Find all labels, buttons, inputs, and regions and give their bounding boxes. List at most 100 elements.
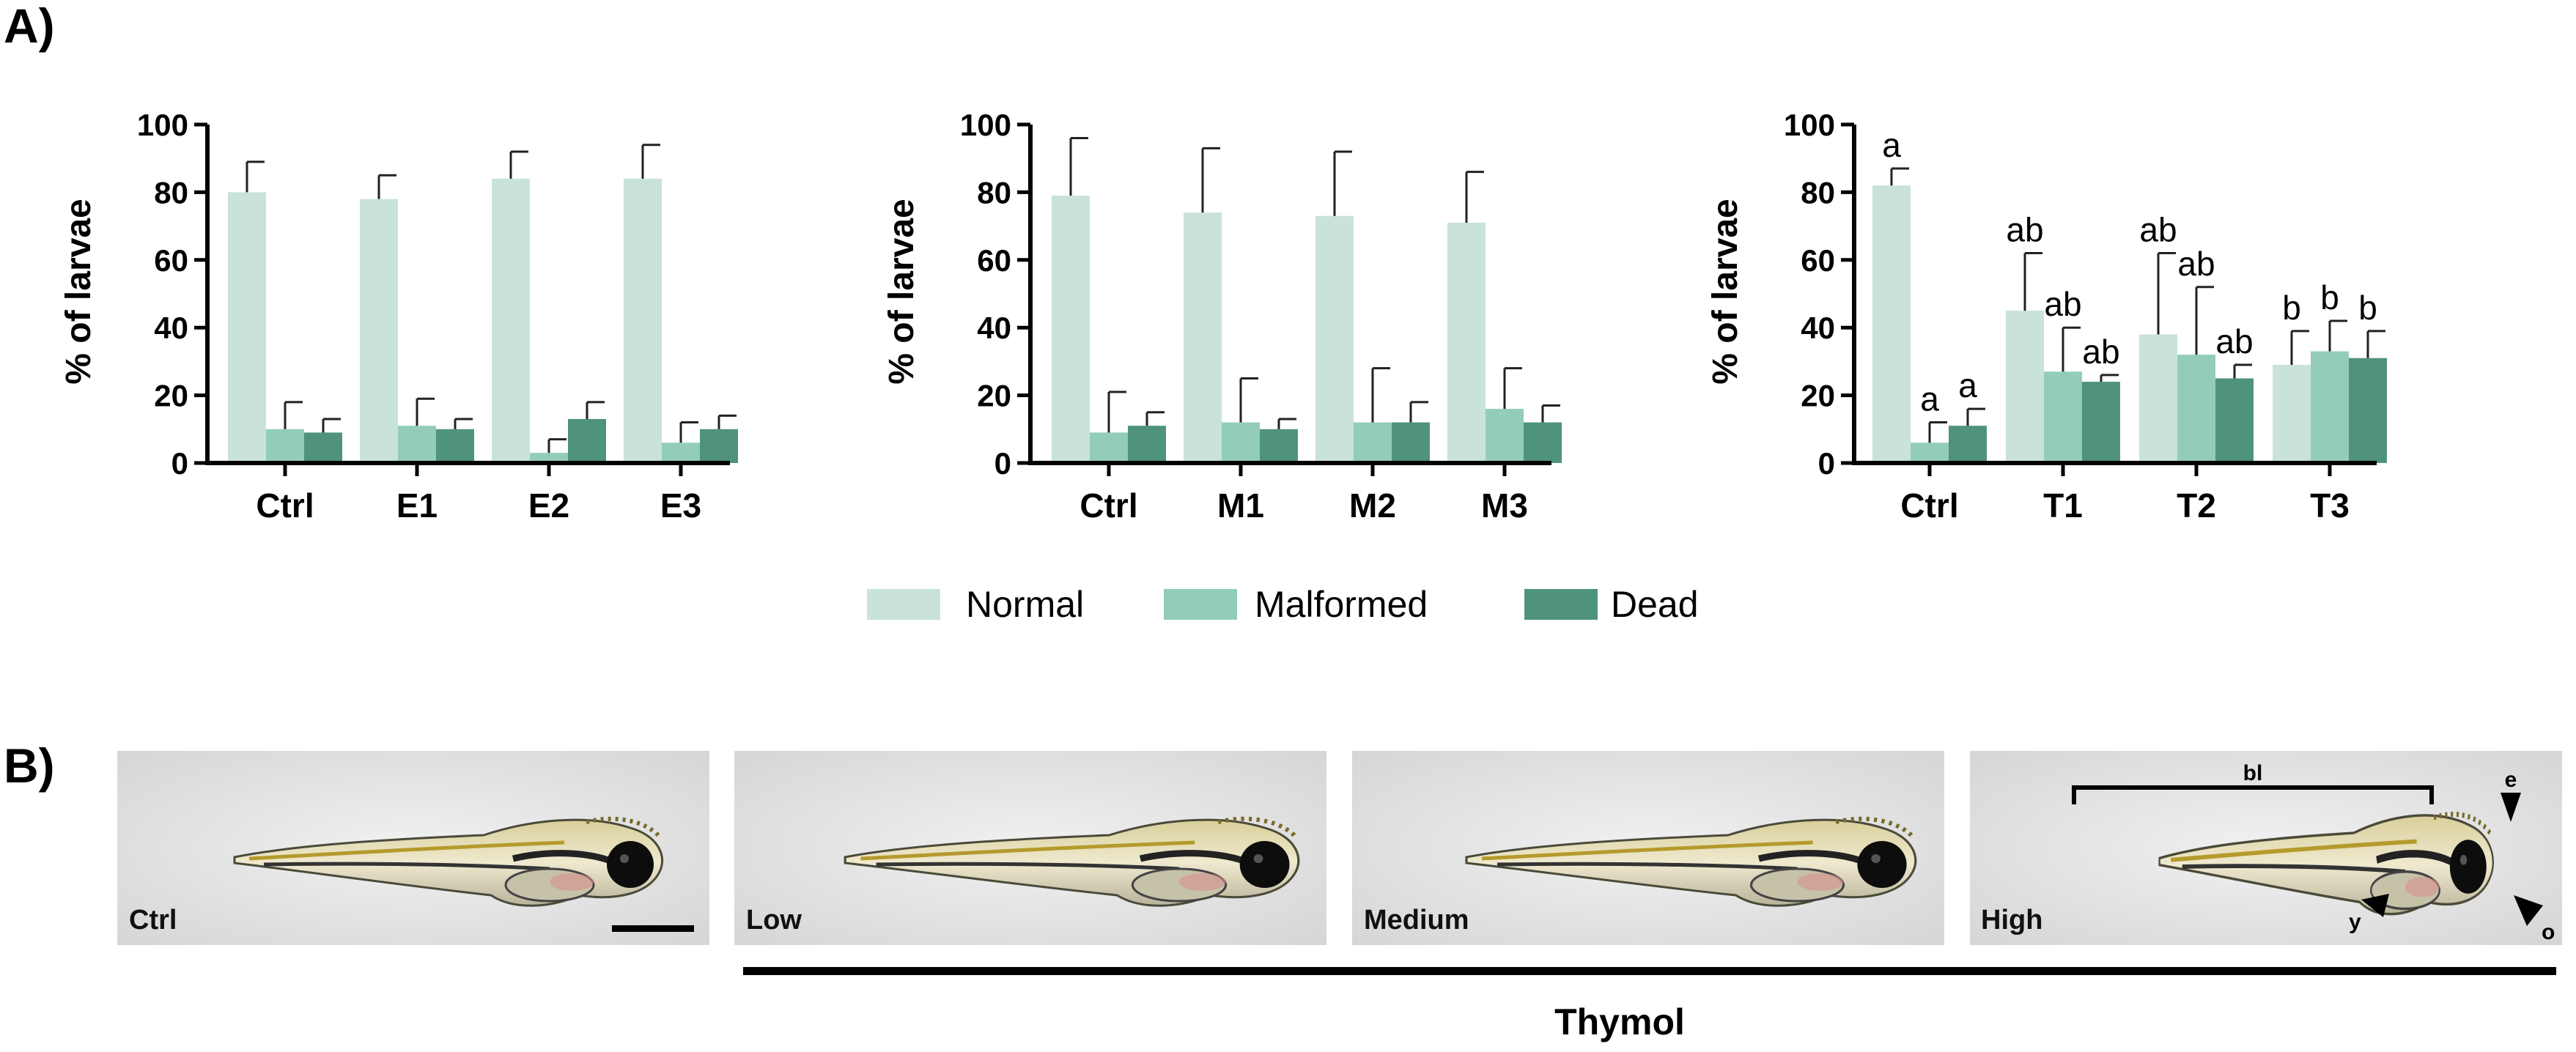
panel-b-label: B) <box>4 738 55 793</box>
y-tick-label: 100 <box>137 108 188 142</box>
bar-dead-ctrl <box>304 432 342 463</box>
bar-normal-ctrl <box>1052 196 1090 463</box>
bar-dead-e1 <box>436 429 474 463</box>
eye-label: e <box>2505 768 2517 792</box>
legend-label-normal: Normal <box>966 584 1084 625</box>
body-length-bracket <box>2072 785 2434 804</box>
y-tick-label: 40 <box>154 311 188 345</box>
legend-swatch-dead <box>1524 589 1598 620</box>
legend-label-malformed: Malformed <box>1255 584 1428 625</box>
bar-normal-t2 <box>2139 334 2177 463</box>
bar-dead-t3 <box>2349 358 2387 463</box>
bar-malformed-ctrl <box>1090 432 1128 463</box>
bar-malformed-e1 <box>398 426 436 463</box>
x-tick-label: E3 <box>660 486 701 525</box>
significance-letter: ab <box>2139 211 2177 249</box>
significance-letter: ab <box>2006 211 2043 249</box>
x-tick-label: Ctrl <box>1080 486 1137 525</box>
x-tick-label: M2 <box>1349 486 1396 525</box>
y-tick-label: 20 <box>1801 379 1835 413</box>
legend-swatch-normal <box>867 589 940 620</box>
photo-medium: Medium <box>1352 751 1944 945</box>
x-tick-label: E2 <box>528 486 569 525</box>
bar-malformed-e3 <box>662 442 700 463</box>
bar-dead-e3 <box>700 429 738 463</box>
chart-ethanol: % of larvae 0 20 40 60 80 100 Ctrl E1 E2 E3 <box>59 108 738 525</box>
bar-dead-m1 <box>1260 429 1298 463</box>
other-label: o <box>2542 920 2555 944</box>
bar-normal-ctrl <box>1872 185 1911 463</box>
legend-label-dead: Dead <box>1611 584 1699 625</box>
y-axis-label: % of larvae <box>1706 199 1745 384</box>
bar-malformed-m3 <box>1486 409 1524 463</box>
bar-dead-t1 <box>2082 382 2120 463</box>
bar-normal-t3 <box>2273 365 2311 463</box>
x-tick-label: T1 <box>2043 486 2083 525</box>
bar-dead-ctrl <box>1949 426 1987 463</box>
scale-bar <box>612 925 694 932</box>
y-tick-label: 60 <box>977 243 1011 278</box>
bar-normal-t1 <box>2006 311 2044 463</box>
significance-letter: a <box>1958 366 1977 404</box>
yolk-arrow-icon <box>2361 894 2389 917</box>
thymol-group-bar <box>743 967 2556 975</box>
body-length-label: bl <box>2243 761 2263 785</box>
y-axis-label: % of larvae <box>59 199 98 384</box>
photo-low: Low <box>734 751 1326 945</box>
bar-normal-e3 <box>624 178 662 464</box>
bar-malformed-ctrl <box>1911 442 1949 463</box>
significance-letter: b <box>2320 278 2339 316</box>
bar-dead-ctrl <box>1128 426 1166 463</box>
bar-dead-t2 <box>2215 378 2254 463</box>
x-tick-label: M3 <box>1481 486 1528 525</box>
bar-malformed-t1 <box>2044 371 2082 463</box>
legend-swatch-malformed <box>1164 589 1237 620</box>
significance-letter: a <box>1882 126 1901 164</box>
y-tick-label: 60 <box>154 243 188 278</box>
bar-dead-m2 <box>1392 422 1430 463</box>
y-tick-label: 40 <box>977 311 1011 345</box>
bar-normal-m3 <box>1447 222 1486 463</box>
y-tick-label: 100 <box>960 108 1011 142</box>
significance-letter: ab <box>2082 333 2119 371</box>
significance-letter: a <box>1920 380 1939 418</box>
yolk-label: y <box>2349 910 2361 934</box>
eye-arrow-icon <box>2501 793 2521 822</box>
thymol-group-label: Thymol <box>1554 1001 1685 1042</box>
y-tick-label: 20 <box>977 379 1011 413</box>
bar-dead-e2 <box>568 418 606 463</box>
bar-normal-m1 <box>1184 212 1222 463</box>
x-tick-label: T3 <box>2310 486 2350 525</box>
y-tick-label: 40 <box>1801 311 1835 345</box>
y-tick-label: 60 <box>1801 243 1835 278</box>
bar-malformed-m1 <box>1222 422 1260 463</box>
photo-ctrl: Ctrl <box>117 751 709 945</box>
bar-malformed-ctrl <box>266 429 304 463</box>
bar-normal-e1 <box>360 199 398 463</box>
photo-high: High bl e y o <box>1970 751 2562 945</box>
y-axis-label: % of larvae <box>882 199 921 384</box>
bar-normal-ctrl <box>228 192 266 463</box>
photo-label: High <box>1981 905 2042 936</box>
photo-label: Low <box>746 905 802 936</box>
x-tick-label: Ctrl <box>1900 486 1958 525</box>
y-tick-label: 20 <box>154 379 188 413</box>
x-tick-label: M1 <box>1217 486 1264 525</box>
photo-label: Ctrl <box>129 905 177 936</box>
significance-letter: b <box>2282 289 2301 327</box>
bar-normal-e2 <box>492 178 530 464</box>
bar-malformed-m2 <box>1354 422 1392 463</box>
photo-label: Medium <box>1364 905 1469 936</box>
y-tick-label: 80 <box>154 175 188 210</box>
other-arrow-icon <box>2514 895 2543 926</box>
bar-normal-m2 <box>1315 215 1354 463</box>
y-tick-label: 80 <box>977 175 1011 210</box>
panel-a-label: A) <box>4 0 55 53</box>
y-tick-label: 0 <box>994 446 1011 481</box>
y-tick-label: 0 <box>171 446 188 481</box>
significance-letter: b <box>2358 289 2377 327</box>
bar-malformed-e2 <box>530 453 568 463</box>
significance-letter: ab <box>2177 245 2215 283</box>
